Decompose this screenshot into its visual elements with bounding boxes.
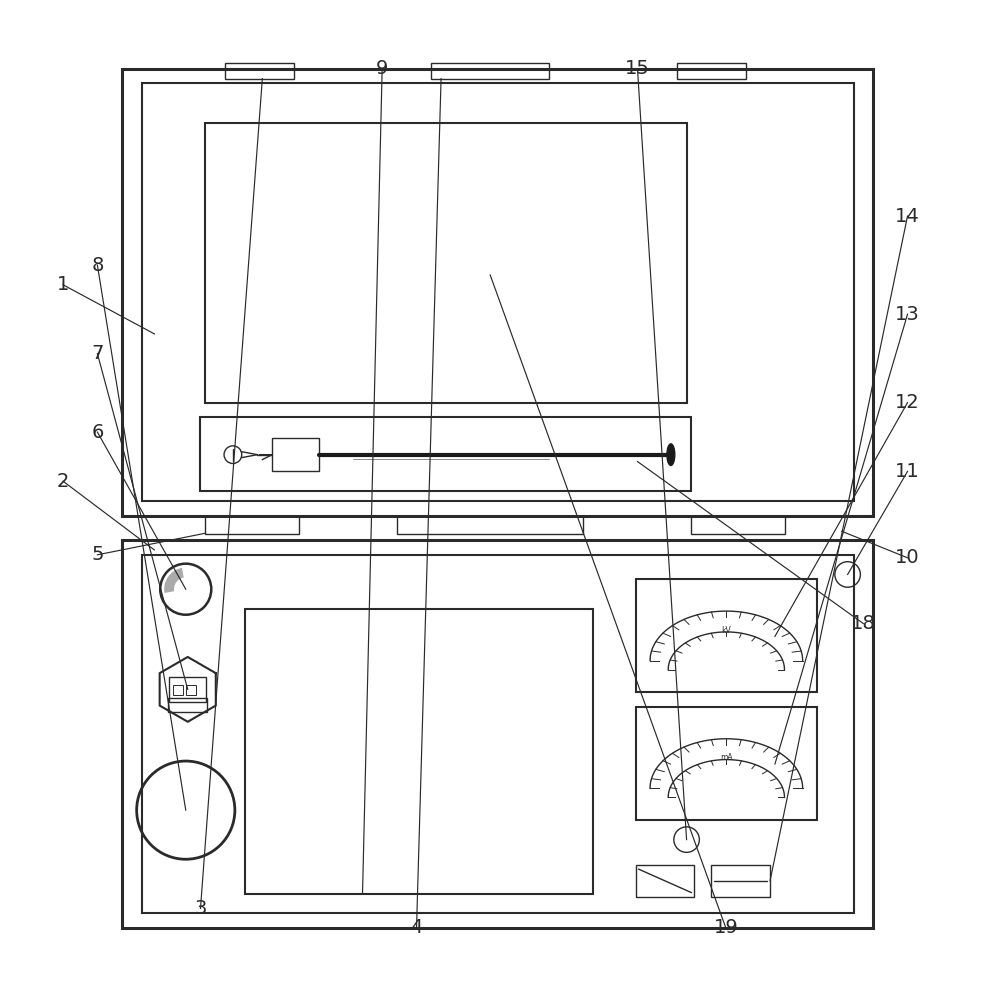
Bar — [142, 555, 854, 913]
Text: 8: 8 — [91, 255, 104, 275]
Bar — [142, 83, 854, 501]
Text: mA: mA — [720, 753, 733, 762]
Bar — [711, 865, 770, 897]
Bar — [636, 579, 817, 692]
Text: 5: 5 — [91, 545, 104, 565]
Bar — [397, 516, 583, 534]
Bar — [168, 698, 207, 712]
Wedge shape — [164, 568, 184, 593]
Text: 4: 4 — [410, 918, 423, 938]
Bar — [205, 516, 299, 534]
Bar — [205, 123, 687, 403]
Bar — [186, 685, 196, 695]
Bar — [636, 707, 817, 820]
Bar — [272, 438, 319, 471]
Bar — [245, 609, 593, 894]
Bar — [122, 540, 873, 928]
Bar — [173, 685, 183, 695]
Text: 18: 18 — [851, 614, 876, 633]
Text: 10: 10 — [895, 548, 920, 568]
Bar — [691, 516, 785, 534]
Bar — [677, 63, 746, 79]
Text: kV: kV — [721, 626, 731, 634]
Bar — [169, 677, 206, 702]
Bar — [225, 63, 294, 79]
Text: 12: 12 — [895, 393, 920, 412]
Text: 6: 6 — [91, 422, 104, 442]
Ellipse shape — [667, 444, 675, 465]
Text: 7: 7 — [91, 344, 104, 363]
Text: 11: 11 — [895, 462, 920, 481]
Bar — [122, 69, 873, 516]
Text: 13: 13 — [895, 304, 920, 324]
Bar — [636, 865, 694, 897]
Text: 9: 9 — [376, 59, 388, 79]
Text: 19: 19 — [713, 918, 738, 938]
Text: 15: 15 — [625, 59, 650, 79]
Bar — [200, 417, 691, 491]
Bar — [431, 63, 549, 79]
Text: 2: 2 — [57, 471, 69, 491]
Text: 14: 14 — [895, 206, 920, 226]
Text: 3: 3 — [194, 899, 207, 918]
Text: 1: 1 — [57, 275, 69, 295]
